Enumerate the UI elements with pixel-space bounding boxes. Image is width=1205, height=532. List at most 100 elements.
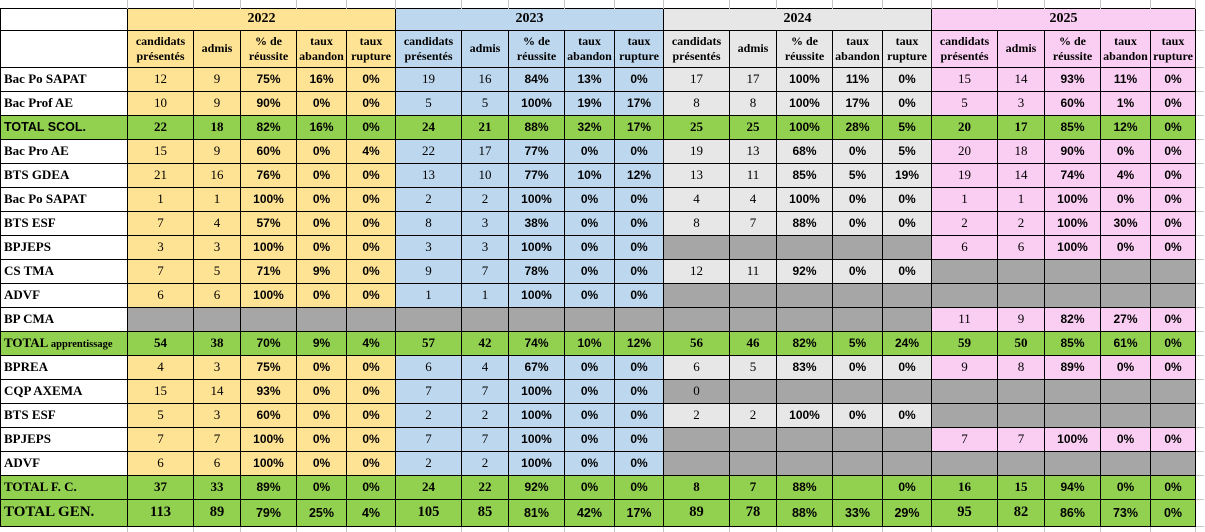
row-label-bpjeps[interactable]: BPJEPS <box>0 426 128 452</box>
table-cell[interactable] <box>997 378 1045 404</box>
row-label-advf[interactable]: ADVF <box>0 282 128 308</box>
table-cell[interactable]: 0% <box>296 186 347 212</box>
table-cell[interactable] <box>776 234 833 260</box>
table-cell[interactable]: 0% <box>564 426 615 452</box>
table-cell[interactable]: 1 <box>461 282 509 308</box>
table-cell[interactable]: 7 <box>127 210 194 236</box>
table-cell[interactable]: 94% <box>1044 474 1101 500</box>
table-cell[interactable]: 13 <box>663 162 730 188</box>
table-cell[interactable]: 78% <box>508 258 565 284</box>
table-cell[interactable]: 42 <box>461 330 509 356</box>
table-cell[interactable]: 82% <box>240 114 297 140</box>
table-cell[interactable] <box>1044 378 1101 404</box>
table-cell[interactable] <box>882 426 932 452</box>
table-cell[interactable]: 6 <box>997 234 1045 260</box>
table-cell[interactable]: 8 <box>729 90 777 116</box>
table-cell[interactable] <box>346 306 396 332</box>
row-label-advf[interactable]: ADVF <box>0 450 128 476</box>
table-cell[interactable] <box>931 378 998 404</box>
table-cell[interactable]: 16 <box>193 162 241 188</box>
table-cell[interactable]: 2 <box>997 210 1045 236</box>
table-cell[interactable]: 0% <box>1150 162 1196 188</box>
table-cell[interactable]: 3 <box>461 210 509 236</box>
table-cell[interactable]: 8 <box>663 90 730 116</box>
table-cell[interactable]: 12 <box>663 258 730 284</box>
table-cell[interactable]: 0% <box>346 354 396 380</box>
table-cell[interactable]: 60% <box>240 138 297 164</box>
table-cell[interactable]: 100% <box>508 186 565 212</box>
table-cell[interactable]: 19 <box>663 138 730 164</box>
table-cell[interactable]: 85% <box>776 162 833 188</box>
table-cell[interactable]: 7 <box>931 426 998 452</box>
table-cell[interactable]: 3 <box>193 402 241 428</box>
table-cell[interactable] <box>1100 450 1151 476</box>
table-cell[interactable]: 14 <box>193 378 241 404</box>
table-cell[interactable] <box>729 234 777 260</box>
table-cell[interactable]: 10% <box>564 330 615 356</box>
row-label-total-gen[interactable]: TOTAL GEN. <box>0 498 128 527</box>
table-cell[interactable]: 0% <box>614 258 664 284</box>
table-cell[interactable]: 0% <box>1150 186 1196 212</box>
column-header[interactable]: candidats présentés <box>931 29 998 68</box>
table-cell[interactable]: 100% <box>776 402 833 428</box>
table-cell[interactable]: 59 <box>931 330 998 356</box>
table-cell[interactable]: 78 <box>729 498 777 527</box>
column-header[interactable]: taux abandon <box>296 29 347 68</box>
table-cell[interactable] <box>729 282 777 308</box>
table-cell[interactable]: 92% <box>776 258 833 284</box>
table-cell[interactable]: 12% <box>614 330 664 356</box>
table-cell[interactable]: 12% <box>1100 114 1151 140</box>
table-cell[interactable]: 9 <box>193 66 241 92</box>
table-cell[interactable]: 86% <box>1044 498 1101 527</box>
table-cell[interactable]: 100% <box>240 450 297 476</box>
column-header[interactable]: admis <box>729 29 777 68</box>
table-cell[interactable]: 22 <box>461 474 509 500</box>
table-cell[interactable]: 32% <box>564 114 615 140</box>
table-cell[interactable]: 0% <box>1150 210 1196 236</box>
table-cell[interactable]: 11 <box>729 258 777 284</box>
table-cell[interactable]: 19 <box>931 162 998 188</box>
table-cell[interactable]: 7 <box>997 426 1045 452</box>
table-cell[interactable] <box>931 258 998 284</box>
year-header-2022[interactable]: 2022 <box>127 7 396 31</box>
table-cell[interactable]: 22 <box>127 114 194 140</box>
table-cell[interactable]: 7 <box>729 474 777 500</box>
table-cell[interactable]: 1 <box>997 186 1045 212</box>
table-cell[interactable] <box>729 426 777 452</box>
row-label-bac-prof-ae[interactable]: Bac Prof AE <box>0 90 128 116</box>
table-cell[interactable]: 113 <box>127 498 194 527</box>
year-header-2023[interactable]: 2023 <box>395 7 664 31</box>
table-cell[interactable]: 4% <box>346 138 396 164</box>
column-header[interactable]: taux rupture <box>882 29 932 68</box>
table-cell[interactable] <box>1150 282 1196 308</box>
table-cell[interactable]: 0% <box>882 66 932 92</box>
table-cell[interactable]: 0% <box>564 474 615 500</box>
table-cell[interactable] <box>1100 402 1151 428</box>
table-cell[interactable]: 0% <box>614 210 664 236</box>
table-cell[interactable]: 105 <box>395 498 462 527</box>
table-cell[interactable]: 67% <box>508 354 565 380</box>
table-cell[interactable]: 4% <box>1100 162 1151 188</box>
table-cell[interactable]: 5 <box>461 90 509 116</box>
row-label-total-f-c[interactable]: TOTAL F. C. <box>0 474 128 500</box>
table-cell[interactable]: 0% <box>882 474 932 500</box>
table-cell[interactable]: 2 <box>395 402 462 428</box>
table-cell[interactable]: 100% <box>508 234 565 260</box>
year-header-2025[interactable]: 2025 <box>931 7 1196 31</box>
table-cell[interactable] <box>1044 282 1101 308</box>
table-cell[interactable]: 4% <box>346 330 396 356</box>
table-cell[interactable]: 0% <box>614 450 664 476</box>
table-cell[interactable]: 5 <box>395 90 462 116</box>
table-cell[interactable]: 0% <box>1100 474 1151 500</box>
column-header[interactable]: admis <box>461 29 509 68</box>
table-cell[interactable]: 9 <box>931 354 998 380</box>
table-cell[interactable] <box>1150 378 1196 404</box>
table-cell[interactable]: 2 <box>395 186 462 212</box>
table-cell[interactable]: 0% <box>564 138 615 164</box>
row-label-cqp-axema[interactable]: CQP AXEMA <box>0 378 128 404</box>
table-cell[interactable]: 4 <box>193 210 241 236</box>
table-cell[interactable]: 0% <box>614 378 664 404</box>
table-cell[interactable]: 2 <box>461 186 509 212</box>
table-cell[interactable]: 0% <box>882 402 932 428</box>
table-cell[interactable]: 5% <box>882 114 932 140</box>
